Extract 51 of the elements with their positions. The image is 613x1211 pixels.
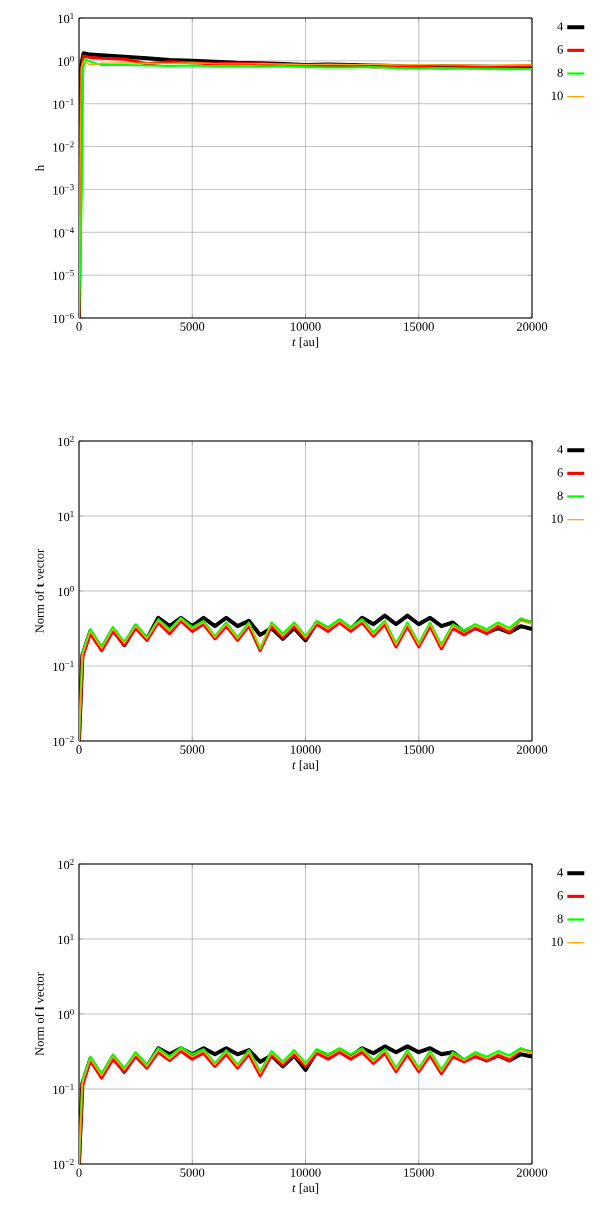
x-tick-label: 5000 — [180, 745, 205, 754]
x-tick-label: 0 — [76, 1168, 82, 1177]
y-tick-label: 10$^{1}$ — [58, 12, 74, 24]
legend-label: 4 — [557, 22, 564, 31]
x-tick-label: 0 — [76, 745, 82, 754]
y-axis-title: h — [35, 165, 44, 172]
y-axis-title: Norm of t vector — [34, 548, 44, 633]
legend-label: 6 — [557, 45, 563, 54]
x-axis-title: t [au] — [292, 760, 319, 771]
y-tick-label: 10$^{−4}$ — [53, 227, 74, 238]
y-tick-label: 10$^{0}$ — [58, 1008, 74, 1020]
y-tick-label: 10$^{−2}$ — [53, 735, 74, 747]
y-tick-label: 10$^{1}$ — [58, 933, 74, 945]
legend-label: 10 — [551, 937, 563, 947]
x-tick-label: 5000 — [180, 322, 205, 331]
y-tick-label: 10$^{−3}$ — [53, 184, 74, 195]
x-tick-label: 0 — [76, 322, 82, 331]
y-tick-label: 10$^{2}$ — [58, 858, 74, 870]
x-tick-label: 20000 — [516, 745, 548, 754]
x-tick-label: 10000 — [290, 745, 321, 754]
x-tick-label: 15000 — [404, 745, 434, 754]
legend-label: 10 — [551, 91, 563, 101]
y-tick-label: 10$^{−1}$ — [53, 660, 74, 672]
y-tick-label: 10$^{−5}$ — [53, 270, 74, 281]
legend-label: 8 — [557, 491, 563, 500]
legend-label: 4 — [557, 445, 564, 454]
y-tick-label: 10$^{0}$ — [58, 585, 74, 597]
legend-label: 4 — [557, 868, 564, 877]
y-tick-label: 10$^{−6}$ — [53, 312, 74, 324]
legend-label: 6 — [557, 468, 563, 477]
y-tick-label: 10$^{−1}$ — [53, 1083, 74, 1095]
x-tick-label: 10000 — [290, 1168, 321, 1177]
y-tick-label: 10$^{2}$ — [58, 435, 74, 447]
x-tick-label: 10000 — [290, 322, 321, 331]
x-tick-label: 20000 — [516, 1168, 548, 1177]
y-tick-label: 10$^{−1}$ — [53, 98, 74, 109]
legend-label: 10 — [551, 514, 563, 524]
legend-label: 8 — [557, 68, 563, 77]
legend-label: 8 — [557, 914, 563, 923]
legend-label: 6 — [557, 891, 563, 900]
x-axis-title: t [au] — [292, 337, 319, 348]
x-tick-label: 15000 — [404, 1168, 434, 1177]
x-tick-label: 15000 — [404, 322, 434, 331]
x-axis-title: t [au] — [292, 1183, 319, 1194]
x-tick-label: 5000 — [180, 1168, 205, 1177]
y-tick-label: 10$^{−2}$ — [53, 141, 74, 152]
y-tick-label: 10$^{0}$ — [58, 55, 74, 66]
y-tick-label: 10$^{1}$ — [58, 510, 74, 522]
y-tick-label: 10$^{−2}$ — [53, 1158, 74, 1170]
y-axis-title: Norm of l vector — [34, 972, 44, 1056]
x-tick-label: 20000 — [516, 322, 548, 331]
